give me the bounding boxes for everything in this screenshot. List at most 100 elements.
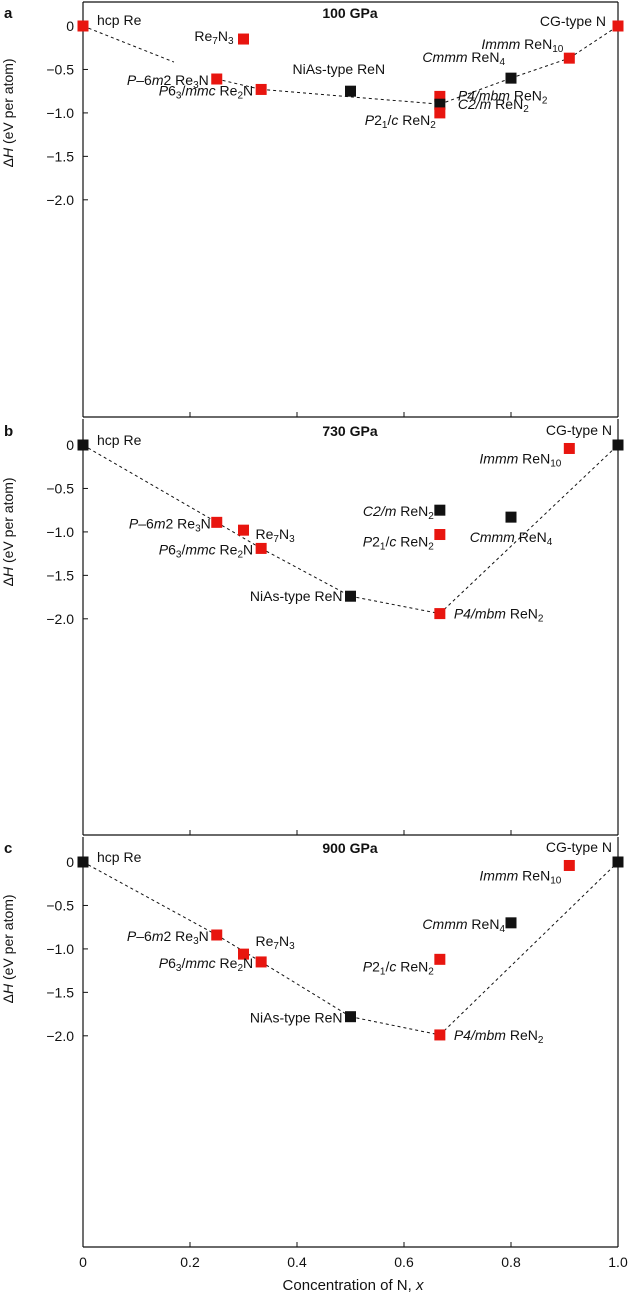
panel-letter: c [4, 840, 12, 857]
point-nias-type-ren [345, 590, 356, 602]
point-p-6m2-re3n [211, 73, 223, 85]
y-tick-label: −2.0 [46, 1028, 74, 1044]
point-p63-mmc-re2n [255, 83, 267, 95]
point-label: NiAs-type ReN [293, 61, 386, 77]
point-label: P63/mmc Re2N [159, 82, 253, 101]
y-axis-label: ΔH (eV per atom) [0, 477, 16, 586]
x-tick-label: 0.8 [501, 1254, 521, 1270]
point-p21-c-ren2 [434, 529, 446, 541]
point-p-6m2-re3n [211, 929, 223, 941]
point-label: P–6m2 Re3N [129, 515, 211, 534]
point-label: C2/m ReN2 [363, 503, 434, 522]
point-label: Cmmm ReN4 [470, 529, 553, 548]
y-tick-label: 0 [66, 18, 74, 34]
point-p21-c-ren2 [434, 107, 446, 119]
point-cmmm-ren4 [505, 917, 517, 929]
x-tick-label: 0 [79, 1254, 87, 1270]
point-re7n3 [238, 524, 249, 536]
hull-segment [82, 444, 218, 523]
point-p63-mmc-re2n [255, 542, 267, 554]
hull-segment [350, 1016, 440, 1036]
hull-segment [82, 25, 175, 63]
point-cg-type-n [612, 20, 624, 32]
panel-c: c 900 GPa 0 −0.5 −1.0 −1.5 −2.0 ΔH (eV per atom… [0, 837, 628, 1270]
point-hcp-re [77, 856, 89, 868]
point-label: Re7N3 [256, 526, 296, 545]
panel-b: b 730 GPa 0 −0.5 −1.0 −1.5 −2.0 ΔH (eV per atom… [0, 419, 624, 836]
point-immm-ren10 [563, 442, 575, 454]
hull-segment [510, 57, 570, 79]
point-label: P–6m2 Re3N [127, 928, 209, 947]
chart-panels: a 100 GPa 0 −0.5 −1.0 −1.5 −2.0 ΔH (eV per atom… [0, 1, 628, 1270]
panel-title: 900 GPa [322, 840, 377, 856]
point-nias-type-ren [345, 85, 356, 97]
point-label: P4/mbm ReN2 [458, 87, 548, 106]
y-tick-label: −1.0 [46, 105, 74, 121]
y-axis-label: ΔH (eV per atom) [0, 894, 16, 1003]
point-label: hcp Re [97, 432, 142, 448]
point-label: CG-type N [546, 422, 612, 438]
point-label: P63/mmc Re2N [159, 955, 253, 974]
y-tick-label: −2.0 [46, 192, 74, 208]
y-tick-label: −1.0 [46, 941, 74, 957]
point-label: Immm ReN10 [479, 450, 561, 469]
point-label: NiAs-type ReN [250, 1010, 343, 1026]
point-re7n3 [238, 33, 249, 45]
y-tick-label: 0 [66, 854, 74, 870]
point-p63-mmc-re2n [255, 956, 267, 968]
x-tick-label: 0.4 [287, 1254, 307, 1270]
point-label: P4/mbm ReN2 [454, 606, 544, 625]
y-tick-label: −1.5 [46, 148, 74, 164]
point-cmmm-ren4 [505, 72, 517, 84]
point-nias-type-ren [345, 1011, 356, 1023]
hull-segment [439, 77, 512, 105]
point-label: CG-type N [540, 13, 606, 29]
point-label: Cmmm ReN4 [422, 49, 505, 68]
y-tick-label: −2.0 [46, 611, 74, 627]
hull-segment [260, 547, 351, 597]
panel-letter: a [4, 5, 13, 22]
point-label: P21/c ReN2 [365, 112, 437, 131]
point-p4-mbm-ren2 [434, 1029, 446, 1041]
y-tick-label: −0.5 [46, 480, 74, 496]
y-tick-label: −1.0 [46, 524, 74, 540]
point-p21-c-ren2 [434, 953, 446, 965]
point-label: Cmmm ReN4 [422, 916, 505, 935]
point-label: P4/mbm ReN2 [454, 1027, 544, 1046]
point-label: hcp Re [97, 12, 142, 28]
point-label: Immm ReN10 [481, 36, 563, 55]
point-c2-m-ren2 [434, 504, 446, 516]
panel-a: a 100 GPa 0 −0.5 −1.0 −1.5 −2.0 ΔH (eV per atom… [0, 1, 624, 418]
x-axis-label: Concentration of N, x [283, 1277, 424, 1294]
y-tick-label: −0.5 [46, 897, 74, 913]
panel-title: 730 GPa [322, 423, 377, 439]
y-tick-label: −1.5 [46, 984, 74, 1000]
x-tick-label: 1.0 [608, 1254, 628, 1270]
y-tick-label: 0 [66, 437, 74, 453]
x-tick-label: 0.2 [180, 1254, 200, 1270]
y-tick-label: −1.5 [46, 567, 74, 583]
point-label: P–6m2 Re3N [127, 72, 209, 91]
point-c2-m-ren2 [434, 98, 446, 110]
point-label: Re7N3 [194, 28, 234, 47]
point-p4-mbm-ren2 [434, 90, 446, 102]
hull-segment [216, 78, 262, 90]
hull-segment [216, 934, 262, 963]
point-p-6m2-re3n [211, 516, 223, 528]
point-label: P21/c ReN2 [363, 958, 435, 977]
point-p4-mbm-ren2 [434, 608, 446, 620]
point-cg-type-n [612, 439, 624, 451]
point-label: Re7N3 [256, 933, 296, 952]
hull-segment [569, 25, 619, 59]
point-label: CG-type N [546, 839, 612, 855]
y-tick-label: −0.5 [46, 61, 74, 77]
hull-segment [439, 861, 619, 1036]
point-cmmm-ren4 [505, 511, 517, 523]
panel-title: 100 GPa [322, 5, 377, 21]
hull-segment [350, 595, 440, 615]
x-tick-label: 0.6 [394, 1254, 414, 1270]
point-immm-ren10 [563, 52, 575, 64]
point-label: NiAs-type ReN [250, 588, 343, 604]
hull-segment [260, 961, 351, 1018]
point-immm-ren10 [563, 859, 575, 871]
